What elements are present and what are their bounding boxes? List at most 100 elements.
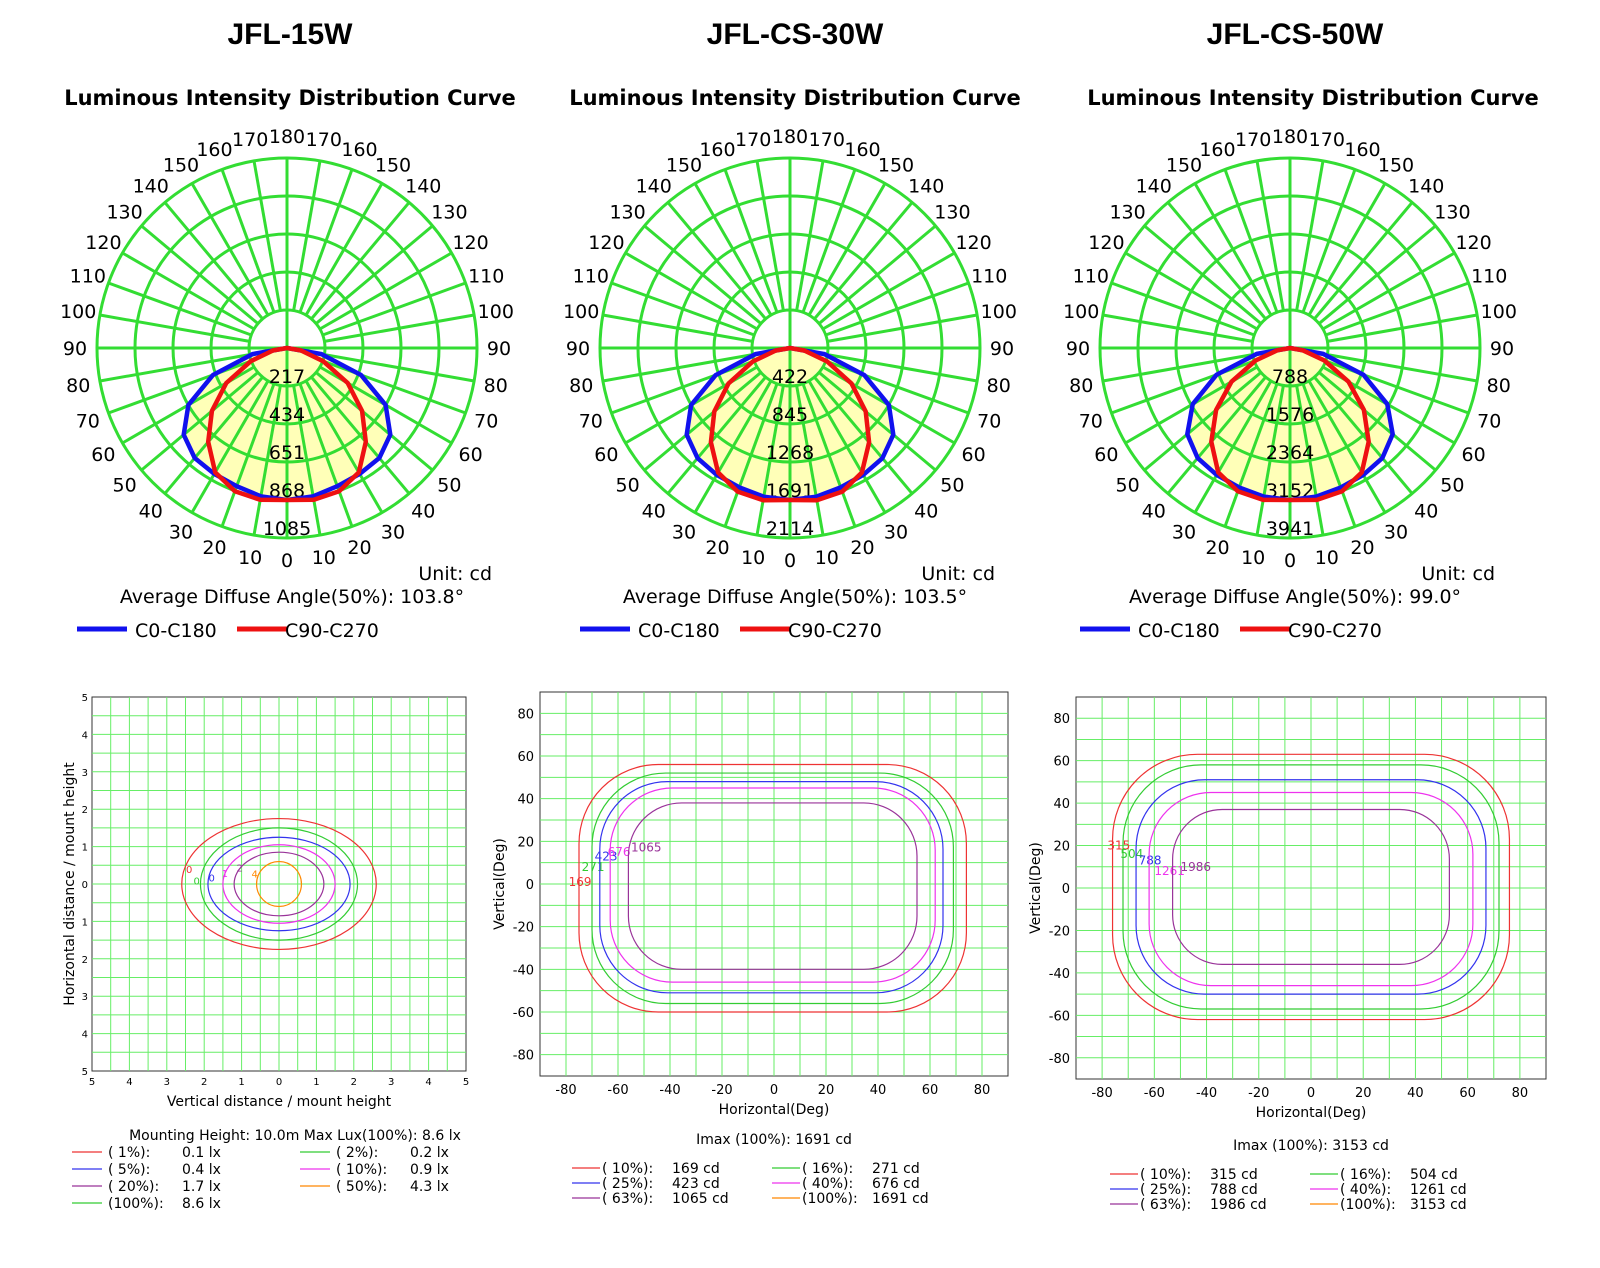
polar-angle-label: 50 [437, 474, 461, 496]
polar-grid-spoke [1255, 160, 1285, 311]
polar-angle-label: 80 [987, 375, 1011, 397]
polar-angle-label: 170 [735, 129, 771, 151]
isolux-contour-label: 0 [194, 876, 200, 887]
isocandela-y-tick: 60 [1053, 755, 1070, 770]
polar-angle-label: 30 [1172, 522, 1196, 544]
isocandela-contour-label: 1986 [1180, 860, 1211, 874]
polar-grid-spoke [755, 160, 785, 311]
polar-grid-spoke [825, 281, 970, 337]
polar-angle-label: 0 [281, 550, 293, 572]
isocandela-x-tick: -20 [711, 1083, 732, 1098]
polar-angle-label: 150 [375, 154, 411, 176]
isolux-info: Mounting Height: 10.0m Max Lux(100%): 8.… [129, 1128, 461, 1144]
unit-label: Unit: cd [1421, 563, 1495, 585]
isocandela-contour [591, 772, 954, 1005]
isocandela-y-tick: 80 [1053, 712, 1070, 727]
isocandela-y-tick: 0 [526, 878, 534, 893]
polar-grid-spoke [602, 353, 753, 383]
polar-grid-spoke [1327, 313, 1478, 343]
polar-angle-label: 150 [163, 154, 199, 176]
polar-radial-label: 651 [269, 442, 305, 464]
polar-angle-label: 90 [566, 338, 590, 360]
polar-angle-label: 110 [1471, 265, 1507, 287]
isolux-y-tick: 1 [82, 917, 88, 928]
isolux-x-axis-label: Vertical distance / mount height [167, 1094, 392, 1110]
polar-grid-spoke [1307, 380, 1387, 514]
polar-angle-label: 110 [971, 265, 1007, 287]
polar-angle-label: 50 [113, 474, 137, 496]
polar-grid-spoke [220, 168, 276, 313]
isocandela-legend-pct: ( 63%): [602, 1191, 653, 1207]
polar-radial-label: 1268 [766, 442, 814, 464]
polar-angle-label: 10 [238, 547, 262, 569]
polar-angle-label: 130 [106, 202, 142, 224]
average-diffuse-angle: Average Diffuse Angle(50%): 103.8° [120, 586, 464, 608]
isocandela-y-tick: -40 [513, 963, 534, 978]
polar-angle-label: 60 [962, 444, 986, 466]
isocandela-contour [599, 780, 944, 994]
polar-grid-spoke [190, 380, 270, 514]
polar-angle-label: 20 [850, 537, 874, 559]
isolux-legend-pct: ( 50%): [336, 1179, 387, 1195]
polar-grid-spoke [723, 383, 779, 528]
isolux-legend-pct: (100%): [108, 1196, 164, 1212]
isolux-contour-label: 0 [208, 873, 214, 884]
polar-angle-label: 40 [411, 500, 435, 522]
polar-angle-label: 30 [672, 522, 696, 544]
polar-grid-spoke [163, 376, 264, 495]
isolux-y-tick: 1 [82, 843, 88, 854]
unit-label: Unit: cd [921, 563, 995, 585]
polar-grid-spoke [666, 201, 767, 320]
polar-angle-label: 160 [844, 139, 880, 161]
isocandela-x-axis-label: Horizontal(Deg) [719, 1102, 830, 1118]
polar-grid-spoke [1166, 376, 1267, 495]
isolux-legend-value: 4.3 lx [410, 1179, 449, 1195]
polar-radial-label: 434 [269, 404, 305, 426]
isocandela-contour-label: 271 [582, 860, 605, 874]
legend-label-c90: C90-C270 [285, 620, 379, 642]
polar-radial-label: 422 [772, 366, 808, 388]
polar-angle-label: 110 [573, 265, 609, 287]
polar-angle-label: 70 [76, 411, 100, 433]
isocandela-x-tick: -40 [1196, 1086, 1217, 1101]
isocandela-contour [1148, 791, 1474, 987]
polar-angle-label: 110 [1073, 265, 1109, 287]
polar-grid-spoke [693, 380, 773, 514]
polar-angle-label: 20 [705, 537, 729, 559]
isocandela-x-tick: 40 [1407, 1086, 1424, 1101]
isocandela-contour [609, 787, 936, 983]
polar-angle-label: 30 [1384, 522, 1408, 544]
isocandela-legend-value: 271 cd [872, 1161, 920, 1177]
polar-angle-label: 180 [269, 126, 305, 148]
polar-angle-label: 90 [487, 338, 511, 360]
polar-angle-label: 80 [484, 375, 508, 397]
polar-radial-label: 845 [772, 404, 808, 426]
polar-angle-label: 170 [232, 129, 268, 151]
isocandela-chart: -80 -60 -40 -20 0 20 40 60 80 80 60 40 20 0 -20 -40 -60 -… [492, 691, 1009, 1207]
polar-grid-spoke [1110, 281, 1255, 337]
isolux-y-tick: 4 [82, 1030, 88, 1041]
polar-angle-label: 60 [594, 444, 618, 466]
unit-label: Unit: cd [418, 563, 492, 585]
polar-angle-label: 160 [699, 139, 735, 161]
isocandela-legend-pct: ( 40%): [1340, 1182, 1391, 1198]
isocandela-y-tick: 40 [517, 793, 534, 808]
polar-angle-label: 50 [616, 474, 640, 496]
isocandela-contour [1135, 779, 1487, 995]
polar-grid-spoke [292, 385, 322, 536]
isocandela-legend-value: 423 cd [672, 1176, 720, 1192]
isocandela-y-axis-label: Vertical(Deg) [1028, 842, 1044, 934]
polar-angle-label: 70 [579, 411, 603, 433]
polar-angle-label: 170 [306, 129, 342, 151]
isocandela-legend-value: 1065 cd [672, 1191, 729, 1207]
polar-angle-label: 60 [1094, 444, 1118, 466]
polar-angle-label: 140 [1136, 176, 1172, 198]
polar-angle-label: 150 [878, 154, 914, 176]
isocandela-x-tick: -60 [607, 1083, 628, 1098]
polar-series-line [205, 345, 369, 503]
isocandela-y-tick: 20 [1053, 840, 1070, 855]
polar-grid-spoke [107, 281, 252, 337]
isocandela-legend-value: 788 cd [1210, 1182, 1258, 1198]
isocandela-y-tick: 40 [1053, 797, 1070, 812]
polar-angle-label: 70 [1477, 411, 1501, 433]
